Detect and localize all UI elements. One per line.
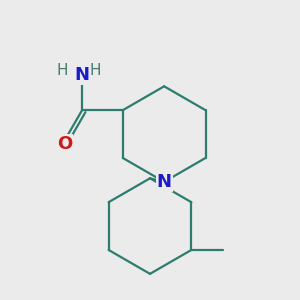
Text: O: O — [57, 135, 72, 153]
Text: N: N — [157, 173, 172, 191]
Text: H: H — [90, 63, 101, 78]
Text: H: H — [57, 63, 68, 78]
Text: N: N — [75, 66, 90, 84]
